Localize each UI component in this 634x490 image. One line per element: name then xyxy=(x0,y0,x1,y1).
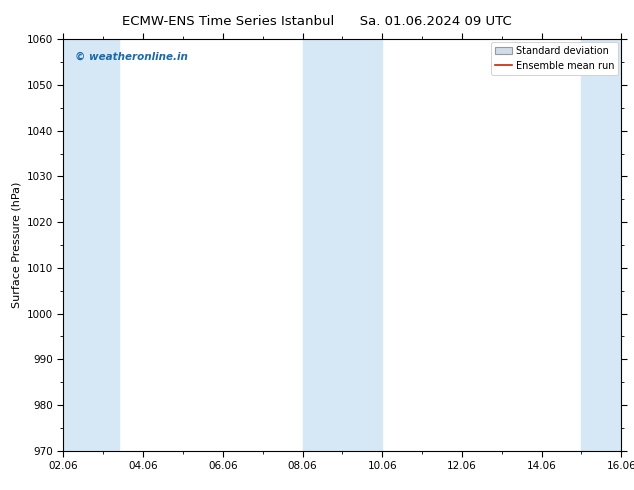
Y-axis label: Surface Pressure (hPa): Surface Pressure (hPa) xyxy=(11,182,21,308)
Legend: Standard deviation, Ensemble mean run: Standard deviation, Ensemble mean run xyxy=(491,42,618,75)
Bar xyxy=(581,39,621,451)
Bar xyxy=(302,39,342,451)
Text: © weatheronline.in: © weatheronline.in xyxy=(75,51,188,62)
Text: ECMW-ENS Time Series Istanbul      Sa. 01.06.2024 09 UTC: ECMW-ENS Time Series Istanbul Sa. 01.06.… xyxy=(122,15,512,28)
Bar xyxy=(342,39,382,451)
Bar xyxy=(63,39,119,451)
